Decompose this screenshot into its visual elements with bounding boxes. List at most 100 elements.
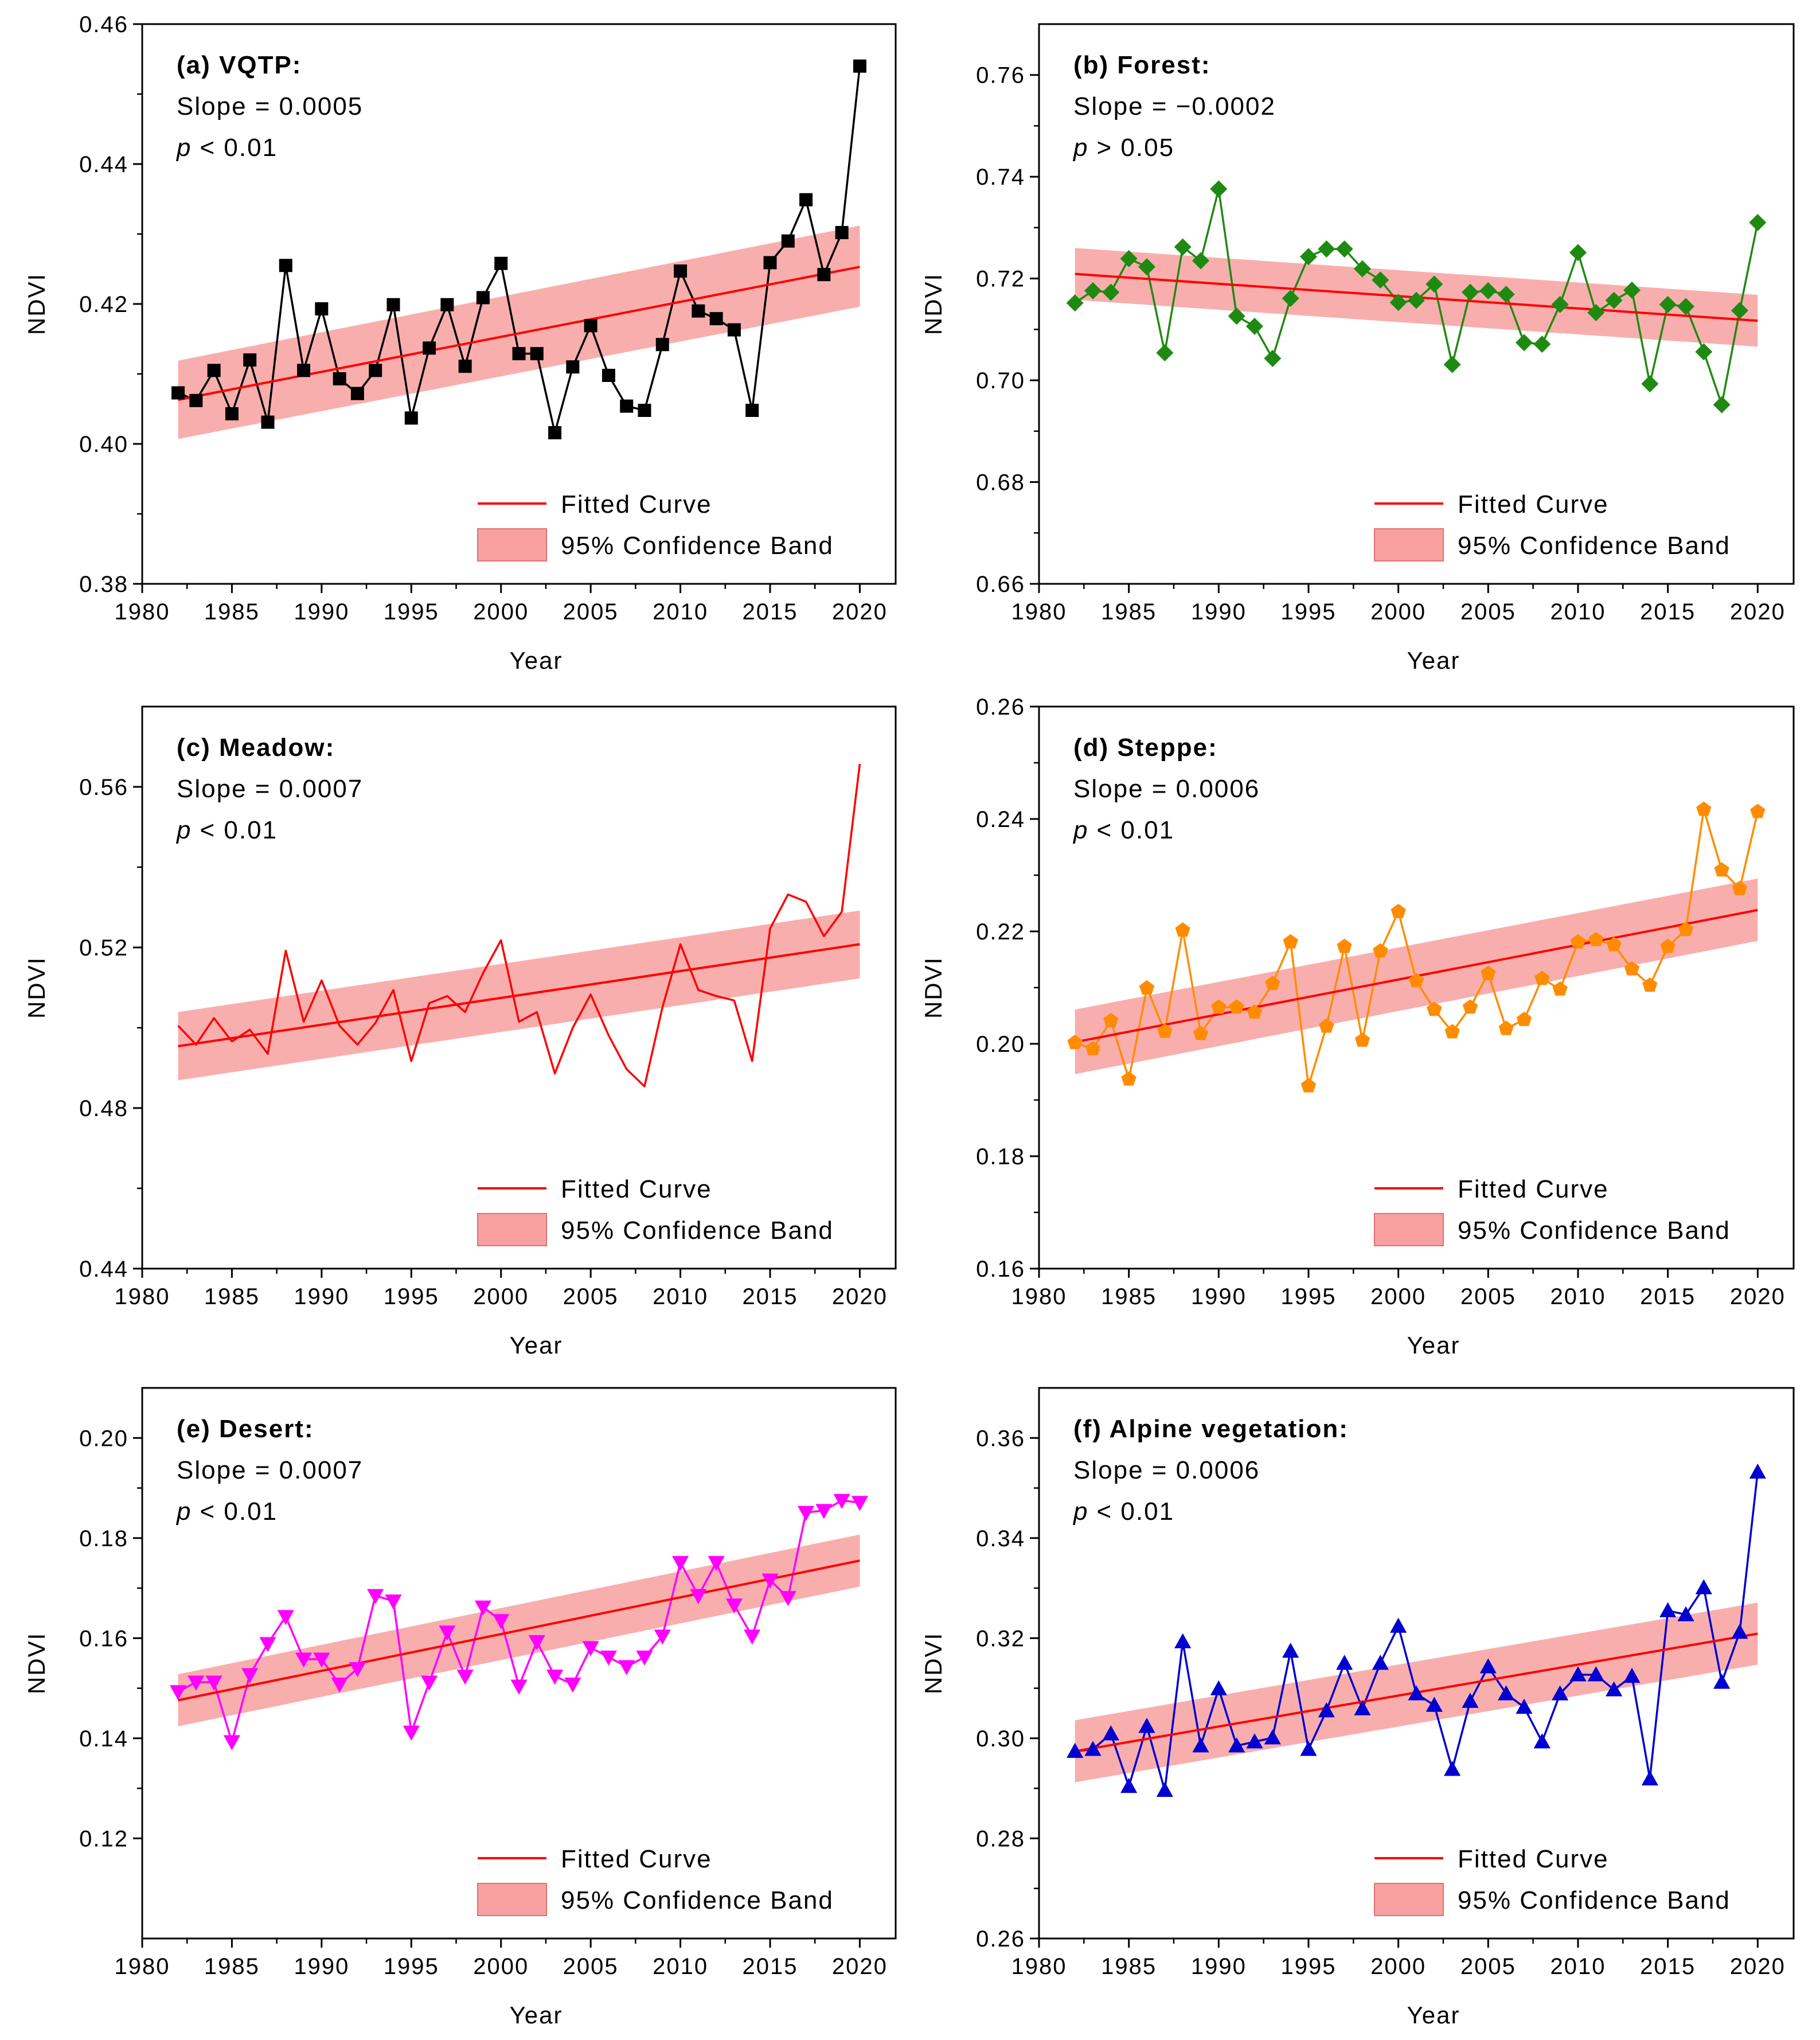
data-point bbox=[1210, 180, 1228, 198]
x-tick-label: 2000 bbox=[473, 599, 529, 625]
data-point bbox=[225, 407, 239, 421]
data-point bbox=[1533, 1733, 1550, 1749]
data-point bbox=[1408, 1685, 1425, 1700]
data-point bbox=[1570, 934, 1586, 949]
data-point bbox=[602, 368, 615, 382]
data-point bbox=[1211, 999, 1227, 1014]
y-tick-label: 0.26 bbox=[976, 1926, 1025, 1952]
data-point bbox=[1516, 1699, 1533, 1714]
data-point bbox=[1354, 1032, 1370, 1047]
data-point bbox=[493, 1614, 510, 1629]
data-point bbox=[1461, 283, 1479, 301]
plot-frame bbox=[1038, 23, 1795, 585]
data-point bbox=[1552, 981, 1568, 996]
data-point bbox=[1391, 903, 1406, 918]
y-tick-label: 0.52 bbox=[79, 935, 128, 961]
y-axis-label: NDVI bbox=[920, 273, 947, 335]
data-point bbox=[277, 1610, 294, 1625]
x-tick-label: 2000 bbox=[1370, 1954, 1426, 1979]
data-point bbox=[1265, 976, 1280, 990]
data-point bbox=[1533, 336, 1551, 353]
x-tick-label: 1985 bbox=[204, 1284, 260, 1309]
x-tick-label: 1990 bbox=[294, 1284, 349, 1309]
x-tick-label: 2015 bbox=[1640, 1954, 1696, 1979]
data-point bbox=[1462, 999, 1478, 1014]
y-tick-label: 0.46 bbox=[79, 12, 128, 37]
data-point bbox=[1713, 396, 1731, 414]
data-point bbox=[1299, 248, 1318, 266]
legend: Fitted Curve 95% Confidence Band bbox=[1374, 1175, 1729, 1246]
legend-band-swatch bbox=[477, 528, 547, 561]
data-point bbox=[476, 291, 490, 305]
data-point bbox=[1462, 1692, 1479, 1708]
x-tick-label: 2005 bbox=[1460, 1284, 1516, 1309]
legend-band-label: 95% Confidence Band bbox=[1458, 532, 1731, 560]
chart-panel-f: 1980 1985 1990 1995 2000 2005 2010 2015 2020 0.26… bbox=[920, 1387, 1795, 2029]
chart-panel-b: 1980 1985 1990 1995 2000 2005 2010 2015 2020 0.66… bbox=[920, 23, 1795, 674]
y-tick-label: 0.68 bbox=[976, 470, 1025, 496]
x-tick-label: 1995 bbox=[384, 599, 439, 625]
data-point bbox=[1373, 943, 1388, 958]
y-tick-label: 0.28 bbox=[976, 1826, 1025, 1851]
data-point bbox=[528, 1635, 545, 1651]
x-axis-label: Year bbox=[1407, 647, 1460, 674]
data-point bbox=[745, 403, 759, 417]
x-tick-label: 1985 bbox=[204, 1954, 260, 1979]
data-point bbox=[1497, 286, 1515, 303]
legend-band-swatch bbox=[1374, 1883, 1444, 1916]
p-value-annotation: p < 0.01 bbox=[175, 134, 278, 162]
slope-annotation: Slope = 0.0007 bbox=[177, 775, 363, 803]
p-symbol: p bbox=[1072, 134, 1088, 162]
data-point bbox=[1228, 307, 1245, 325]
data-point bbox=[1408, 973, 1424, 988]
data-point bbox=[367, 1589, 384, 1604]
x-tick-label: 2005 bbox=[563, 599, 619, 625]
data-point bbox=[440, 298, 454, 311]
y-tick-label: 0.24 bbox=[976, 807, 1025, 832]
p-symbol: p bbox=[175, 816, 192, 844]
data-point bbox=[169, 1685, 187, 1700]
x-tick-label: 2020 bbox=[832, 1284, 888, 1309]
data-point bbox=[349, 1662, 366, 1678]
x-tick-label: 2015 bbox=[1640, 599, 1696, 625]
data-point bbox=[1372, 1655, 1389, 1670]
x-tick-label: 2000 bbox=[1370, 1284, 1426, 1309]
data-point bbox=[241, 1668, 259, 1683]
panel-title: (f) Alpine vegetation: bbox=[1073, 1415, 1349, 1443]
data-point bbox=[1066, 294, 1084, 312]
data-point bbox=[815, 1504, 833, 1519]
data-point bbox=[1623, 1667, 1641, 1683]
data-point bbox=[1264, 1729, 1281, 1745]
data-point bbox=[315, 302, 329, 316]
y-tick-label: 0.48 bbox=[79, 1096, 128, 1121]
data-point bbox=[1677, 1606, 1694, 1621]
p-value-annotation: p < 0.01 bbox=[1072, 816, 1174, 844]
data-point bbox=[1732, 880, 1748, 895]
p-symbol: p bbox=[1072, 816, 1088, 844]
y-tick-label: 0.16 bbox=[976, 1257, 1025, 1282]
slope-annotation: Slope = 0.0007 bbox=[177, 1456, 363, 1484]
data-point bbox=[797, 1505, 815, 1522]
chart-panel-e: 1980 1985 1990 1995 2000 2005 2010 2015 2020 0.12… bbox=[23, 1387, 897, 2029]
data-point bbox=[1731, 302, 1749, 319]
data-point bbox=[744, 1629, 761, 1645]
data-point bbox=[1067, 1742, 1084, 1758]
legend: Fitted Curve 95% Confidence Band bbox=[477, 1175, 833, 1246]
data-point bbox=[1120, 250, 1138, 268]
y-axis-label: NDVI bbox=[920, 957, 947, 1019]
legend-band-label: 95% Confidence Band bbox=[561, 532, 834, 560]
chart-panel-d: 1980 1985 1990 1995 2000 2005 2010 2015 2020 0.16… bbox=[920, 695, 1795, 1359]
chart-panel-c: 1980 1985 1990 1995 2000 2005 2010 2015 2020 0.44… bbox=[23, 705, 897, 1359]
data-point bbox=[1229, 999, 1244, 1014]
data-point bbox=[600, 1651, 618, 1666]
data-point bbox=[1245, 318, 1264, 336]
slope-annotation: Slope = −0.0002 bbox=[1073, 92, 1276, 120]
panel-title: (c) Meadow: bbox=[177, 734, 335, 762]
y-tick-label: 0.20 bbox=[976, 1032, 1025, 1057]
x-tick-label: 1990 bbox=[1191, 1284, 1247, 1309]
y-tick-label: 0.16 bbox=[79, 1626, 128, 1651]
data-point bbox=[781, 234, 795, 248]
data-point bbox=[1247, 1004, 1263, 1019]
slope-annotation: Slope = 0.0006 bbox=[1073, 775, 1260, 803]
x-tick-label: 2010 bbox=[653, 1284, 708, 1309]
